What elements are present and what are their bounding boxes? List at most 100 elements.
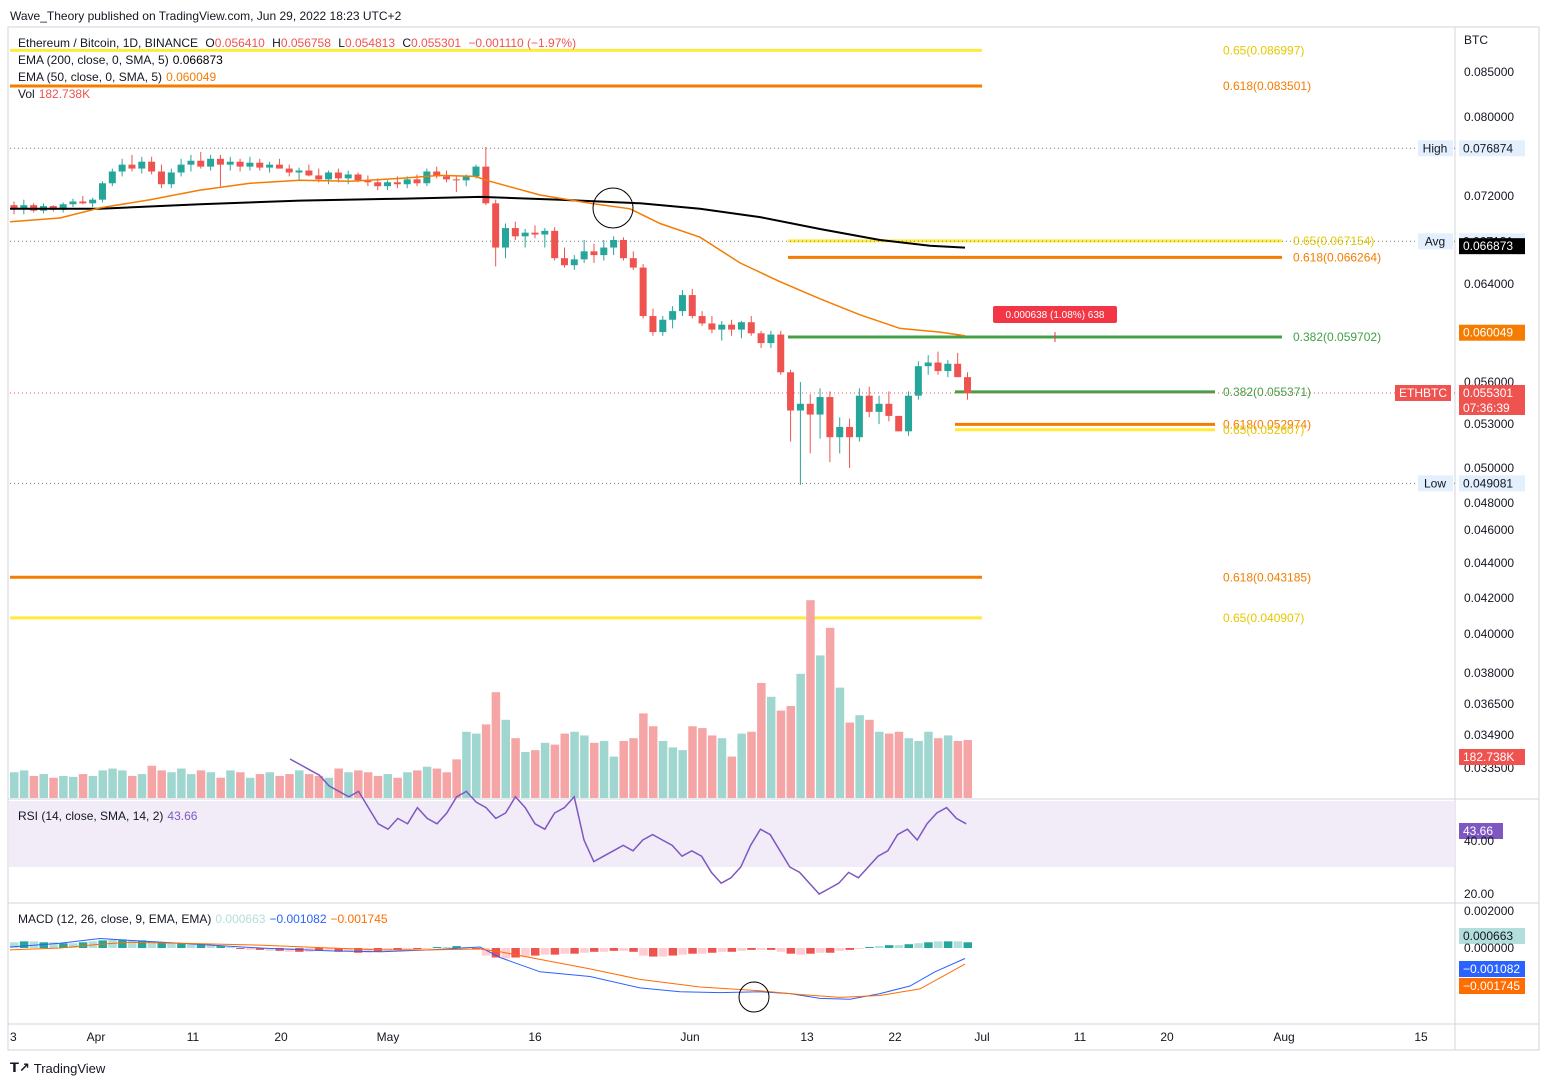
candle-body [98, 183, 106, 200]
macd-hist-bar [413, 948, 422, 949]
ema200-legend[interactable]: EMA (200, close, 0, SMA, 5) 0.066873 [18, 53, 227, 67]
macd-hist-bar [255, 948, 265, 950]
macd-hist-bar [599, 948, 609, 952]
candle-body [118, 164, 126, 172]
macd-hist-bar [442, 947, 452, 949]
ema50-line [9, 174, 966, 337]
volume-bar [78, 774, 88, 798]
price-tick: 0.034900 [1464, 728, 1514, 742]
macd-hist-bar [884, 945, 894, 948]
candle-body [777, 334, 785, 373]
candle-body [836, 426, 844, 438]
price-tick: 0.050000 [1464, 461, 1514, 475]
macd-hist-bar [245, 948, 255, 950]
tradingview-footer[interactable]: 𝗧↗ TradingView [10, 1060, 105, 1076]
candle-body [639, 267, 647, 317]
ema50-legend[interactable]: EMA (50, close, 0, SMA, 5) 0.060049 [18, 70, 220, 84]
candle-body [560, 258, 568, 266]
macd-hist-bar [147, 941, 157, 948]
macd-tick: 0.002000 [1464, 904, 1514, 918]
candle-body [787, 372, 795, 411]
volume-legend[interactable]: Vol 182.738K [18, 87, 94, 101]
volume-bar [786, 706, 796, 798]
macd-hist-bar [236, 948, 245, 949]
macd-hist-bar [904, 944, 914, 948]
volume-bar [914, 740, 923, 798]
macd-hist-value-tag-text: 0.000663 [1463, 929, 1513, 943]
macd-hist-bar [894, 945, 904, 948]
candle-body [246, 162, 254, 167]
macd-hist-bar [796, 948, 805, 955]
ema-value-tag-text: 0.066873 [1463, 239, 1513, 253]
macd-hist-bar [196, 944, 206, 948]
volume-bar [88, 775, 98, 798]
volume-bar [609, 756, 619, 798]
volume-bar [707, 735, 717, 798]
candle-body [649, 316, 657, 333]
volume-bar [530, 750, 540, 798]
measure-tooltip: 0.000638 (1.08%) 638 [993, 306, 1117, 342]
time-axis[interactable]: 3 Apr 11 20 May 16 Jun 13 22 Jul 11 20 Aug 15 [10, 1030, 1428, 1044]
ema200-line [10, 195, 966, 249]
macd-hist-bar [668, 948, 678, 956]
macd-hist-bar [698, 948, 707, 954]
candle-body [393, 182, 401, 185]
rsi-legend[interactable]: RSI (14, close, SMA, 14, 2) 43.66 [18, 809, 201, 823]
dotted-reference-lines [10, 147, 1455, 484]
price-tick: 0.044000 [1464, 556, 1514, 570]
volume-bar [314, 775, 324, 798]
macd-hist-bar [344, 948, 353, 952]
ema-cross-circle-marker [592, 187, 634, 229]
candle-body [492, 203, 500, 248]
volume-bar [953, 740, 963, 798]
open-label: O [205, 36, 215, 50]
candle-body [541, 230, 549, 235]
fib-level-label: 0.65(0.052607) [1223, 423, 1304, 437]
volume-bar [432, 768, 442, 798]
symbol-legend[interactable]: Ethereum / Bitcoin, 1D, BINANCE O0.05641… [18, 36, 580, 50]
pane-borders [7, 26, 1540, 1051]
volume-bar [747, 731, 756, 798]
price-tick: 0.048000 [1464, 496, 1514, 510]
candle-body [79, 201, 87, 204]
volume-bar [776, 710, 786, 798]
candle-body [148, 161, 156, 172]
macd-legend[interactable]: MACD (12, 26, close, 9, EMA, EMA) 0.00066… [18, 912, 392, 926]
macd-hist-bar [481, 948, 491, 956]
rsi-tick: 20.00 [1464, 887, 1494, 901]
candle-body [954, 363, 962, 378]
time-tick: 11 [1074, 1030, 1087, 1044]
macd-hist-bar [875, 946, 884, 948]
volume-legend-label: Vol [18, 87, 35, 101]
macd-hist-bar [757, 948, 766, 950]
macd-hist-bar [324, 948, 334, 951]
low-label: L [338, 36, 345, 50]
volume-bar [452, 759, 461, 798]
volume-bar [511, 738, 520, 798]
candle-body [138, 161, 146, 169]
volume-bar [29, 775, 39, 798]
fib-level-label: 0.65(0.067154) [1293, 234, 1374, 248]
macd-hist-bar [422, 948, 432, 949]
rsi-line [289, 758, 967, 895]
macd-hist-bar [354, 948, 363, 953]
price-tag-value: 0.049081 [1463, 476, 1513, 490]
macd-hist-bar [589, 948, 599, 952]
volume-bar [137, 774, 147, 798]
candles [10, 147, 972, 485]
candle-body [964, 377, 972, 393]
ema-value-tag [1459, 238, 1525, 255]
candle-body [934, 362, 942, 372]
macd-hist-bar [177, 943, 186, 948]
symbol-name[interactable]: Ethereum / Bitcoin, 1D, BINANCE [18, 36, 199, 50]
candle-body [167, 172, 175, 185]
close-value: 0.055301 [411, 36, 462, 50]
macd-hist-bar [924, 942, 933, 948]
macd-hist-bar [216, 946, 225, 948]
volume-bar [39, 774, 48, 798]
macd-hist-bar [511, 948, 520, 958]
price-tick: 0.072000 [1464, 189, 1514, 203]
candle-body [521, 232, 529, 237]
macd-hist-bar [68, 943, 78, 948]
macd-hist-bar [835, 948, 845, 951]
